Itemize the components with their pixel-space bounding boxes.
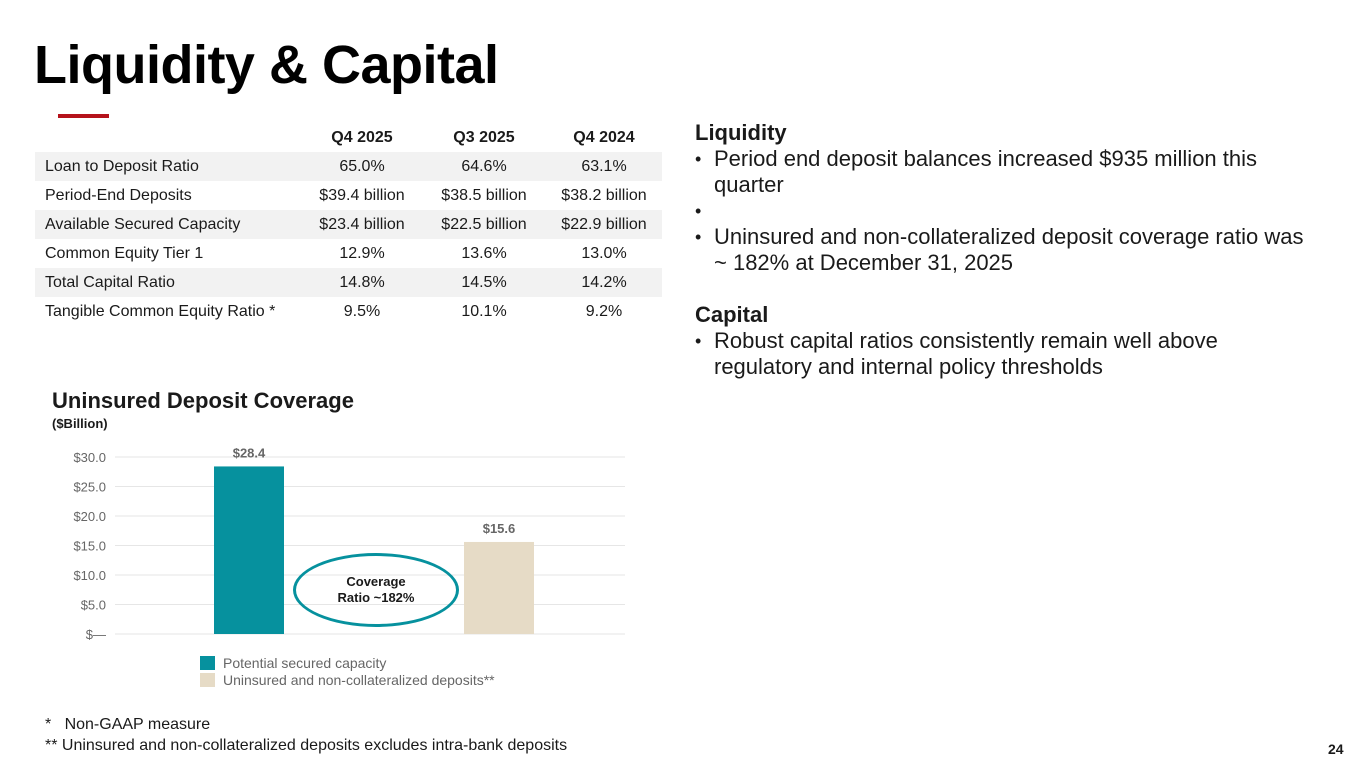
table-cell: 12.9% [339,244,385,262]
y-tick-label: $20.0 [73,509,106,524]
table-row: Loan to Deposit Ratio 65.0% 64.6% 63.1% [35,152,662,181]
footnote: ** Uninsured and non-collateralized depo… [45,737,568,754]
title-accent-rule [58,114,109,118]
table-row: Period-End Deposits $39.4 billion $38.5 … [35,181,662,210]
table-cell: 63.1% [546,152,662,181]
chart-legend: Potential secured capacity Uninsured and… [200,654,495,688]
table-cell: $38.2 billion [561,186,647,204]
table-row: Total Capital Ratio 14.8% 14.5% 14.2% [35,268,662,297]
legend-swatch-teal [200,655,215,670]
table-row: Available Secured Capacity $23.4 billion… [35,210,662,239]
table-cell: 64.6% [422,152,546,181]
legend-label: Uninsured and non-collateralized deposit… [223,671,495,688]
liquidity-heading: Liquidity [695,120,787,145]
data-label: $28.4 [233,445,266,460]
header-cell: Q3 2025 [453,128,515,146]
table-cell: 10.1% [461,302,507,320]
row-label: Total Capital Ratio [35,268,302,297]
y-tick-label: $30.0 [73,450,106,465]
table-cell: $39.4 billion [319,186,405,204]
row-label: Common Equity Tier 1 [45,244,204,262]
chart-title: Uninsured Deposit Coverage [52,388,354,413]
table-cell: $22.5 billion [422,210,546,239]
legend-swatch-beige [200,672,215,687]
coverage-ratio-callout: Coverage Ratio ~182% [293,553,459,627]
page-number: 24 [1328,741,1344,757]
header-cell: Q4 2024 [573,128,635,146]
y-tick-label: $15.0 [73,539,106,554]
y-tick-label: $— [86,627,106,642]
table-cell: 13.0% [581,244,627,262]
capital-bullets: Robust capital ratios consistently remai… [695,328,1315,380]
bullet-item: Period end deposit balances increased $9… [695,146,1315,198]
header-cell: Q4 2025 [331,128,393,146]
legend-item: Potential secured capacity [200,654,495,671]
table-row: Common Equity Tier 1 12.9% 13.6% 13.0% [35,239,662,268]
data-label: $15.6 [483,521,516,536]
table-cell: 13.6% [461,244,507,262]
table-cell: 14.5% [422,268,546,297]
table-cell: $38.5 billion [441,186,527,204]
bullet-item: Uninsured and non-collateralized deposit… [695,224,1315,276]
section-spacer [695,276,1315,302]
coverage-ratio-label: Coverage Ratio ~182% [337,574,415,605]
capital-heading: Capital [695,302,769,327]
metrics-table: Q4 2025 Q3 2025 Q4 2024 Loan to Deposit … [35,123,662,326]
y-tick-label: $25.0 [73,480,106,495]
commentary-panel: Liquidity Period end deposit balances in… [695,120,1315,380]
table-cell: $23.4 billion [302,210,422,239]
y-tick-label: $10.0 [73,568,106,583]
table-cell: 65.0% [302,152,422,181]
table-row: Tangible Common Equity Ratio * 9.5% 10.1… [35,297,662,326]
row-label: Available Secured Capacity [35,210,302,239]
legend-label: Potential secured capacity [223,654,387,671]
bullet-spacer [695,198,1315,224]
table-cell: 14.8% [302,268,422,297]
y-tick-label: $5.0 [81,598,106,613]
page-title: Liquidity & Capital [34,35,499,95]
bullet-item: Robust capital ratios consistently remai… [695,328,1315,380]
row-label: Loan to Deposit Ratio [35,152,302,181]
legend-item: Uninsured and non-collateralized deposit… [200,671,495,688]
table-header-row: Q4 2025 Q3 2025 Q4 2024 [35,123,662,152]
table-cell: $22.9 billion [546,210,662,239]
row-label: Tangible Common Equity Ratio * [45,302,276,320]
footnotes: * Non-GAAP measure ** Uninsured and non-… [45,714,567,756]
deposit-coverage-chart: $— $5.0 $10.0 $15.0 $20.0 $25.0 $30.0 $28.4 $15.… [73,445,625,642]
bar [464,541,534,634]
footnote: * Non-GAAP measure [45,716,211,733]
table-cell: 9.5% [343,302,381,320]
table-cell: 9.2% [585,302,623,320]
table-cell: 14.2% [546,268,662,297]
chart-subtitle: ($Billion) [52,416,108,431]
row-label: Period-End Deposits [45,186,192,204]
header-cell [35,123,302,152]
liquidity-bullets: Period end deposit balances increased $9… [695,146,1315,276]
bar [214,466,284,634]
